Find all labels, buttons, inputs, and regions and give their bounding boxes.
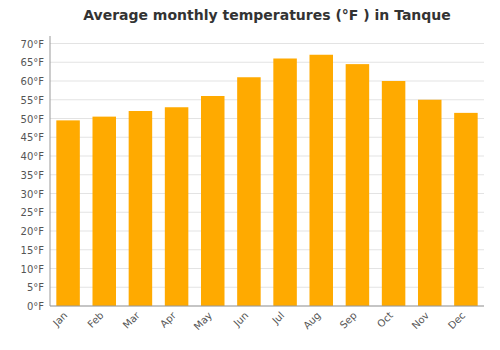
x-tick-label: Apr — [158, 309, 179, 330]
page: {"chart_data": {"type": "bar", "title": … — [0, 0, 500, 350]
grid-line — [50, 62, 484, 63]
x-tick-label: Dec — [446, 310, 467, 331]
y-axis: 0°F 5°F 10°F 15°F 20°F 25°F 30°F 35°F 40°F 45°F 50… — [21, 36, 484, 312]
y-tick-label: 20°F — [21, 226, 45, 237]
grid-line — [50, 43, 484, 44]
x-axis: Jan Feb Mar Apr May Jun Jul Aug Sep Oct Nov Dec — [50, 306, 484, 332]
y-tick-label: 5°F — [27, 282, 44, 293]
y-tick-label: 25°F — [21, 207, 45, 218]
bar — [273, 59, 297, 307]
y-tick-label: 65°F — [21, 57, 45, 68]
y-tick-label: 40°F — [21, 151, 45, 162]
x-tick-label: Jun — [231, 310, 251, 330]
y-tick-label: 60°F — [21, 76, 45, 87]
x-tick-label: Jul — [269, 310, 286, 327]
grid-line — [50, 306, 484, 307]
bar — [382, 81, 406, 306]
x-tick-label: Feb — [85, 310, 105, 330]
y-tick-label: 35°F — [21, 170, 45, 181]
bar — [237, 77, 261, 306]
bar — [165, 107, 189, 306]
x-tick-label: Nov — [410, 310, 432, 332]
y-tick-label: 0°F — [27, 301, 44, 312]
y-tick-label: 70°F — [21, 39, 45, 50]
chart-title: Average monthly temperatures (°F ) in Ta… — [83, 7, 451, 23]
chart-container: Average monthly temperatures (°F ) in Ta… — [0, 0, 500, 350]
bar — [92, 117, 116, 306]
x-tick-label: Jan — [50, 310, 69, 329]
y-tick-label: 55°F — [21, 95, 45, 106]
bar — [346, 64, 370, 306]
bar — [418, 100, 442, 306]
grid-line — [50, 81, 484, 82]
x-tick-label: Sep — [338, 310, 359, 331]
bar — [129, 111, 153, 306]
y-tick-label: 30°F — [21, 189, 45, 200]
bars — [56, 55, 477, 306]
x-tick-label: Aug — [301, 310, 323, 332]
y-tick-label: 15°F — [21, 245, 45, 256]
y-tick-label: 50°F — [21, 114, 45, 125]
bar — [201, 96, 225, 306]
y-tick-label: 45°F — [21, 132, 45, 143]
x-tick-label: Mar — [121, 309, 143, 331]
bar — [454, 113, 478, 306]
y-axis-line — [50, 36, 51, 306]
y-tick-label: 10°F — [21, 264, 45, 275]
x-axis-line — [50, 306, 484, 307]
chart-svg: Average monthly temperatures (°F ) in Ta… — [0, 0, 500, 350]
bar — [309, 55, 333, 306]
bar — [56, 120, 80, 306]
x-tick-label: May — [192, 310, 214, 332]
x-tick-label: Oct — [375, 310, 395, 330]
